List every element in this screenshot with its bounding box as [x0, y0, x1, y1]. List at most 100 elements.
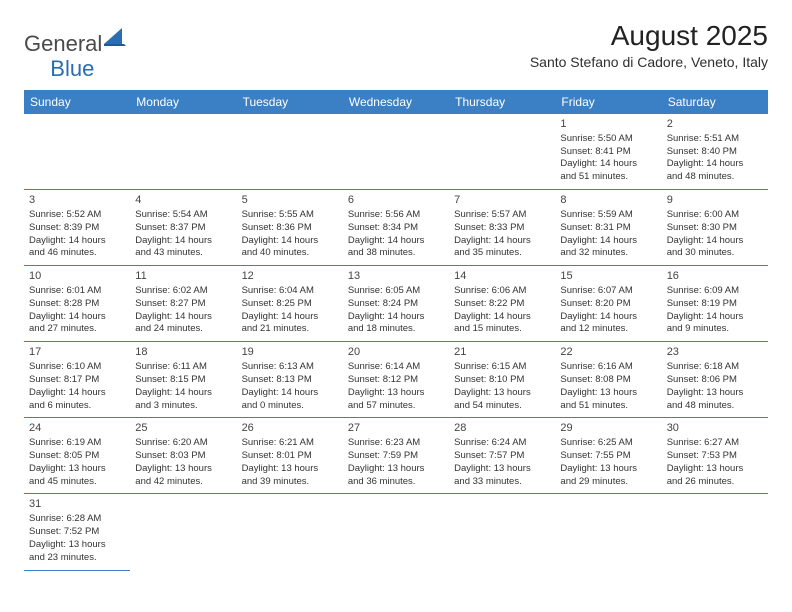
- calendar-day-cell: 9Sunrise: 6:00 AMSunset: 8:30 PMDaylight…: [662, 190, 768, 266]
- day-number: 8: [560, 193, 656, 208]
- day-number: 10: [29, 269, 125, 284]
- daylight-text: and 27 minutes.: [29, 323, 125, 336]
- sunrise-text: Sunrise: 6:15 AM: [454, 361, 550, 374]
- day-number: 15: [560, 269, 656, 284]
- day-number: 14: [454, 269, 550, 284]
- calendar-day-cell: 27Sunrise: 6:23 AMSunset: 7:59 PMDayligh…: [343, 418, 449, 494]
- daylight-text: Daylight: 14 hours: [29, 387, 125, 400]
- sunset-text: Sunset: 7:55 PM: [560, 450, 656, 463]
- daylight-text: and 46 minutes.: [29, 247, 125, 260]
- daylight-text: Daylight: 14 hours: [667, 311, 763, 324]
- sunset-text: Sunset: 8:03 PM: [135, 450, 231, 463]
- weekday-header-row: Sunday Monday Tuesday Wednesday Thursday…: [24, 90, 768, 114]
- sunrise-text: Sunrise: 6:18 AM: [667, 361, 763, 374]
- calendar-day-cell: 11Sunrise: 6:02 AMSunset: 8:27 PMDayligh…: [130, 266, 236, 342]
- sunset-text: Sunset: 8:15 PM: [135, 374, 231, 387]
- location: Santo Stefano di Cadore, Veneto, Italy: [530, 54, 768, 70]
- day-number: 12: [242, 269, 338, 284]
- daylight-text: and 35 minutes.: [454, 247, 550, 260]
- sunrise-text: Sunrise: 6:10 AM: [29, 361, 125, 374]
- daylight-text: and 18 minutes.: [348, 323, 444, 336]
- calendar-week-row: 24Sunrise: 6:19 AMSunset: 8:05 PMDayligh…: [24, 418, 768, 494]
- calendar-day-cell: [343, 494, 449, 570]
- sunset-text: Sunset: 7:59 PM: [348, 450, 444, 463]
- sunrise-text: Sunrise: 6:13 AM: [242, 361, 338, 374]
- sunset-text: Sunset: 8:19 PM: [667, 298, 763, 311]
- daylight-text: Daylight: 14 hours: [348, 311, 444, 324]
- calendar-day-cell: 16Sunrise: 6:09 AMSunset: 8:19 PMDayligh…: [662, 266, 768, 342]
- weekday-header: Wednesday: [343, 90, 449, 114]
- logo-sail-icon: [104, 26, 130, 52]
- sunrise-text: Sunrise: 6:21 AM: [242, 437, 338, 450]
- daylight-text: Daylight: 14 hours: [454, 235, 550, 248]
- calendar-day-cell: 8Sunrise: 5:59 AMSunset: 8:31 PMDaylight…: [555, 190, 661, 266]
- sunrise-text: Sunrise: 6:04 AM: [242, 285, 338, 298]
- weekday-header: Monday: [130, 90, 236, 114]
- daylight-text: and 48 minutes.: [667, 400, 763, 413]
- calendar-day-cell: 15Sunrise: 6:07 AMSunset: 8:20 PMDayligh…: [555, 266, 661, 342]
- sunset-text: Sunset: 8:25 PM: [242, 298, 338, 311]
- day-number: 28: [454, 421, 550, 436]
- sunset-text: Sunset: 8:12 PM: [348, 374, 444, 387]
- sunset-text: Sunset: 8:39 PM: [29, 222, 125, 235]
- sunrise-text: Sunrise: 6:27 AM: [667, 437, 763, 450]
- day-number: 22: [560, 345, 656, 360]
- sunrise-text: Sunrise: 6:20 AM: [135, 437, 231, 450]
- daylight-text: and 38 minutes.: [348, 247, 444, 260]
- calendar-day-cell: 29Sunrise: 6:25 AMSunset: 7:55 PMDayligh…: [555, 418, 661, 494]
- daylight-text: and 33 minutes.: [454, 476, 550, 489]
- sunrise-text: Sunrise: 6:16 AM: [560, 361, 656, 374]
- sunrise-text: Sunrise: 6:11 AM: [135, 361, 231, 374]
- calendar-day-cell: 22Sunrise: 6:16 AMSunset: 8:08 PMDayligh…: [555, 342, 661, 418]
- day-number: 1: [560, 117, 656, 132]
- day-number: 5: [242, 193, 338, 208]
- daylight-text: Daylight: 13 hours: [454, 463, 550, 476]
- sunrise-text: Sunrise: 6:25 AM: [560, 437, 656, 450]
- day-number: 2: [667, 117, 763, 132]
- daylight-text: Daylight: 14 hours: [560, 311, 656, 324]
- calendar-day-cell: 3Sunrise: 5:52 AMSunset: 8:39 PMDaylight…: [24, 190, 130, 266]
- day-number: 23: [667, 345, 763, 360]
- sunset-text: Sunset: 8:33 PM: [454, 222, 550, 235]
- daylight-text: and 48 minutes.: [667, 171, 763, 184]
- calendar-day-cell: 12Sunrise: 6:04 AMSunset: 8:25 PMDayligh…: [237, 266, 343, 342]
- daylight-text: Daylight: 14 hours: [560, 158, 656, 171]
- day-number: 17: [29, 345, 125, 360]
- calendar-day-cell: 28Sunrise: 6:24 AMSunset: 7:57 PMDayligh…: [449, 418, 555, 494]
- weekday-header: Saturday: [662, 90, 768, 114]
- sunset-text: Sunset: 8:37 PM: [135, 222, 231, 235]
- daylight-text: Daylight: 14 hours: [348, 235, 444, 248]
- calendar-day-cell: [449, 494, 555, 570]
- daylight-text: Daylight: 13 hours: [667, 463, 763, 476]
- daylight-text: Daylight: 13 hours: [560, 387, 656, 400]
- sunset-text: Sunset: 8:40 PM: [667, 146, 763, 159]
- sunrise-text: Sunrise: 6:06 AM: [454, 285, 550, 298]
- sunrise-text: Sunrise: 5:54 AM: [135, 209, 231, 222]
- sunset-text: Sunset: 8:20 PM: [560, 298, 656, 311]
- daylight-text: and 26 minutes.: [667, 476, 763, 489]
- calendar-day-cell: 20Sunrise: 6:14 AMSunset: 8:12 PMDayligh…: [343, 342, 449, 418]
- calendar-day-cell: 5Sunrise: 5:55 AMSunset: 8:36 PMDaylight…: [237, 190, 343, 266]
- calendar-day-cell: 19Sunrise: 6:13 AMSunset: 8:13 PMDayligh…: [237, 342, 343, 418]
- daylight-text: Daylight: 14 hours: [135, 387, 231, 400]
- calendar-day-cell: [130, 114, 236, 190]
- calendar-day-cell: [555, 494, 661, 570]
- daylight-text: and 39 minutes.: [242, 476, 338, 489]
- day-number: 16: [667, 269, 763, 284]
- sunset-text: Sunset: 8:41 PM: [560, 146, 656, 159]
- day-number: 24: [29, 421, 125, 436]
- calendar-day-cell: 18Sunrise: 6:11 AMSunset: 8:15 PMDayligh…: [130, 342, 236, 418]
- sunrise-text: Sunrise: 6:02 AM: [135, 285, 231, 298]
- weekday-header: Tuesday: [237, 90, 343, 114]
- daylight-text: and 30 minutes.: [667, 247, 763, 260]
- daylight-text: and 9 minutes.: [667, 323, 763, 336]
- daylight-text: Daylight: 13 hours: [454, 387, 550, 400]
- calendar-day-cell: [343, 114, 449, 190]
- sunrise-text: Sunrise: 5:57 AM: [454, 209, 550, 222]
- sunset-text: Sunset: 8:10 PM: [454, 374, 550, 387]
- day-number: 6: [348, 193, 444, 208]
- day-number: 19: [242, 345, 338, 360]
- calendar-day-cell: [237, 114, 343, 190]
- daylight-text: Daylight: 14 hours: [135, 311, 231, 324]
- sunrise-text: Sunrise: 6:14 AM: [348, 361, 444, 374]
